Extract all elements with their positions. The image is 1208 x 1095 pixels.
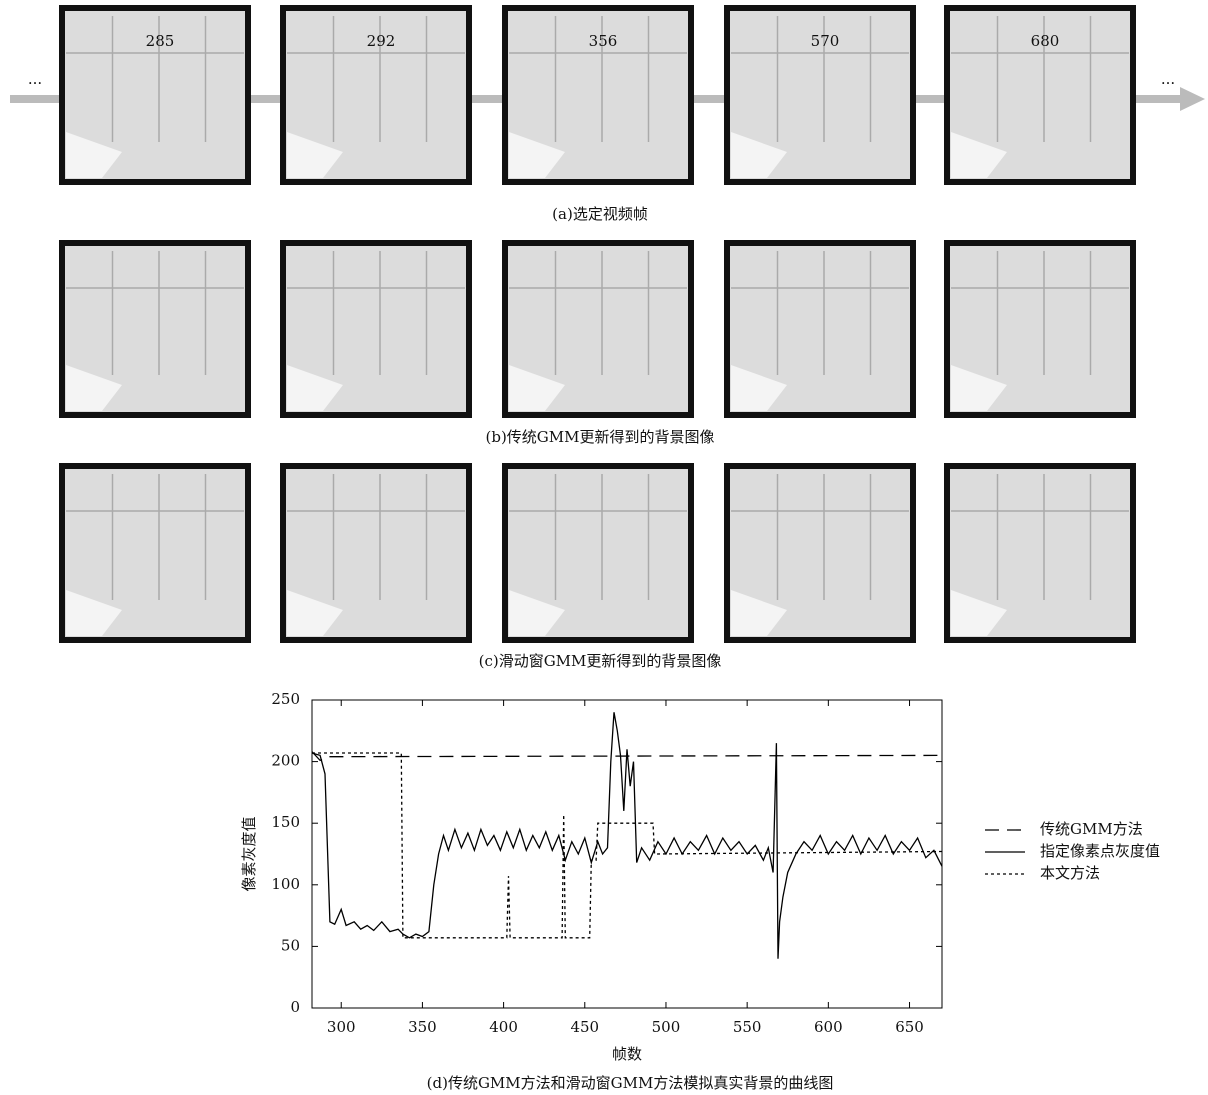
frame-number: 570 <box>811 32 840 50</box>
legend-label: 本文方法 <box>1040 864 1100 882</box>
y-tick-label: 100 <box>271 875 300 893</box>
x-tick-label: 500 <box>652 1018 681 1036</box>
ellipsis: ... <box>1161 70 1175 88</box>
x-tick-label: 450 <box>570 1018 599 1036</box>
y-tick-label: 150 <box>271 813 300 831</box>
x-tick-label: 600 <box>814 1018 843 1036</box>
figure: (a)选定视频帧 (b)传统GMM更新得到的背景图像 (c)滑动窗GMM更新得到… <box>0 0 1208 1095</box>
series-line <box>312 712 942 958</box>
y-tick-label: 0 <box>290 998 300 1016</box>
frame-number: 680 <box>1031 32 1060 50</box>
caption: (b)传统GMM更新得到的背景图像 <box>485 428 714 446</box>
y-tick-label: 50 <box>281 936 300 954</box>
x-axis-label: 帧数 <box>612 1045 642 1063</box>
arrow-head <box>1180 87 1205 111</box>
frame-number: 292 <box>367 32 396 50</box>
caption: (d)传统GMM方法和滑动窗GMM方法模拟真实背景的曲线图 <box>427 1074 834 1092</box>
legend-label: 指定像素点灰度值 <box>1040 842 1160 860</box>
x-tick-label: 400 <box>489 1018 518 1036</box>
x-tick-label: 300 <box>327 1018 356 1036</box>
frame-number: 285 <box>146 32 175 50</box>
x-tick-label: 550 <box>733 1018 762 1036</box>
plot-frame <box>312 700 942 1008</box>
x-tick-label: 350 <box>408 1018 437 1036</box>
caption: (c)滑动窗GMM更新得到的背景图像 <box>479 652 722 670</box>
ellipsis: ... <box>28 70 42 88</box>
y-tick-label: 250 <box>271 690 300 708</box>
frame-number: 356 <box>589 32 618 50</box>
y-axis-label: 像素灰度值 <box>240 816 258 891</box>
y-tick-label: 200 <box>271 752 300 770</box>
x-tick-label: 650 <box>895 1018 924 1036</box>
caption: (a)选定视频帧 <box>552 205 648 223</box>
legend-label: 传统GMM方法 <box>1040 820 1143 838</box>
